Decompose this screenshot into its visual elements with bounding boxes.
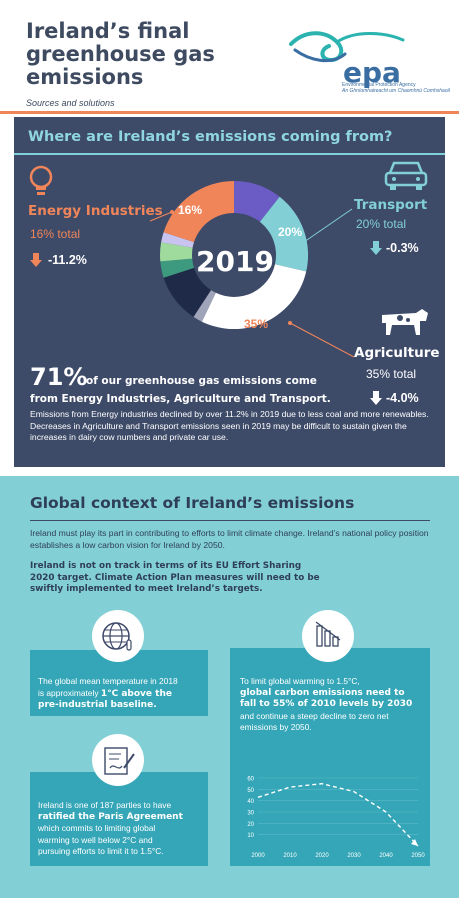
- carbon-target-text: To limit global warming to 1.5°C, global…: [240, 676, 413, 732]
- donut-seg-transport: [259, 196, 309, 272]
- globe-thermometer-icon: [102, 622, 132, 651]
- agriculture-total: 35% total: [366, 367, 417, 381]
- emissions-heading: Where are Ireland’s emissions coming fro…: [28, 129, 393, 145]
- energy-down-arrow-icon: [30, 253, 42, 267]
- energy-label: Energy Industries: [28, 203, 163, 219]
- big-percentage-text-2: from Energy Industries, Agriculture and …: [30, 393, 331, 405]
- donut-seg-navy: [163, 267, 211, 317]
- paris-agreement-text: Ireland is one of 187 parties to have ra…: [38, 800, 183, 856]
- chart-y-tick-label: 60: [247, 777, 254, 783]
- chart-x-tick-label: 2010: [283, 853, 297, 859]
- epa-logo: epa: [289, 31, 405, 89]
- cow-icon: [382, 309, 428, 335]
- global-context-section: Global context of Ireland’s emissions Ir…: [0, 476, 459, 902]
- temperature-card-text: The global mean temperature in 2018 is a…: [38, 676, 178, 710]
- transport-change: -0.3%: [386, 241, 419, 255]
- globe-icon-circle: [92, 610, 144, 662]
- donut-seg-agriculture: [201, 264, 307, 330]
- global-intro-bold: Ireland is not on track in terms of its …: [30, 561, 320, 594]
- chart-y-tick-label: 20: [247, 822, 254, 828]
- header-divider: [0, 111, 459, 114]
- transport-label: Transport: [354, 197, 428, 213]
- global-intro: Ireland must play its part in contributi…: [30, 528, 429, 550]
- chart-y-tick-label: 40: [247, 799, 254, 805]
- chart-x-tick-label: 2000: [251, 853, 265, 859]
- agriculture-change: -4.0%: [386, 391, 419, 405]
- transport-total: 20% total: [356, 217, 407, 231]
- agriculture-label: Agriculture: [354, 345, 440, 361]
- chart-x-tick-label: 2040: [379, 853, 393, 859]
- donut-label-energy: 16%: [178, 203, 203, 217]
- donut-label-agriculture: 35%: [244, 317, 269, 331]
- emissions-donut-chart: [160, 181, 309, 330]
- decline-icon-circle: [302, 610, 354, 662]
- donut-seg-lilac: [161, 232, 194, 248]
- big-percentage-text: of our greenhouse gas emissions come: [86, 375, 317, 387]
- chart-x-tick-label: 2050: [411, 853, 425, 859]
- lightbulb-icon: [29, 165, 53, 195]
- chart-arrowhead: [411, 839, 418, 846]
- agriculture-down-arrow-icon: [370, 391, 382, 405]
- paris-icon-circle: [92, 734, 144, 786]
- leader-lines: [149, 208, 355, 358]
- logo-word: epa: [343, 56, 401, 89]
- chart-x-tick-label: 2020: [315, 853, 329, 859]
- logo-text: Environmental Protection Agency An Ghnío…: [342, 82, 450, 94]
- donut-year: 2019: [196, 245, 274, 278]
- emissions-section: Where are Ireland’s emissions coming fro…: [14, 117, 445, 467]
- donut-seg-energy: [163, 181, 234, 243]
- signed-document-icon: [104, 747, 135, 775]
- global-heading: Global context of Ireland’s emissions: [30, 494, 355, 512]
- declining-bars-icon: [315, 621, 341, 647]
- energy-total: 16% total: [30, 227, 81, 241]
- page-title: Ireland’s final greenhouse gas emissions: [26, 19, 215, 89]
- transport-down-arrow-icon: [370, 241, 382, 255]
- header: Ireland’s final greenhouse gas emissions…: [0, 0, 459, 114]
- donut-seg-green: [160, 258, 194, 278]
- big-percentage: 71%: [30, 363, 88, 391]
- footer-rule: [0, 898, 459, 902]
- global-heading-rule: [30, 520, 430, 521]
- chart-x-tick-label: 2030: [347, 853, 361, 859]
- donut-seg-lightgreen: [160, 242, 193, 262]
- paris-agreement-card: [30, 772, 208, 866]
- emissions-body-text: Emissions from Energy industries decline…: [30, 409, 429, 443]
- energy-change: -11.2%: [48, 253, 87, 267]
- carbon-target-card: [230, 648, 430, 866]
- chart-y-tick-label: 50: [247, 788, 254, 794]
- car-icon: [384, 161, 428, 190]
- donut-label-transport: 20%: [278, 225, 303, 239]
- chart-y-tick-label: 30: [247, 811, 254, 817]
- donut-seg-grey: [193, 290, 216, 322]
- chart-y-tick-label: 10: [247, 833, 254, 839]
- emissions-heading-rule: [14, 153, 445, 155]
- chart-series-line: [257, 782, 419, 847]
- donut-seg-purple: [234, 181, 280, 222]
- page-subtitle: Sources and solutions: [26, 98, 115, 108]
